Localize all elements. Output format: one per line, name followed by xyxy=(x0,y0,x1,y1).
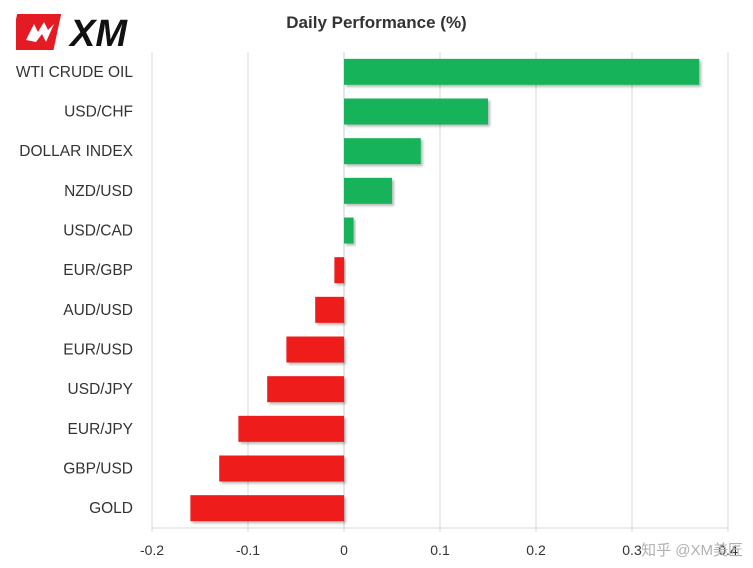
bar-dollar-index xyxy=(344,138,421,165)
gridlines xyxy=(151,52,729,532)
x-tick-label: 0 xyxy=(340,542,348,558)
category-label: USD/CHF xyxy=(64,104,133,121)
category-label: GBP/USD xyxy=(63,461,133,478)
category-label: EUR/USD xyxy=(63,342,133,359)
x-tick-label: 0.4 xyxy=(718,542,738,558)
category-label: AUD/USD xyxy=(63,302,133,319)
x-tick-label: -0.1 xyxy=(236,542,260,558)
bar-gbp-usd xyxy=(219,455,344,482)
category-label: USD/CAD xyxy=(63,223,133,240)
category-label: EUR/GBP xyxy=(63,262,133,279)
x-tick-label: 0.2 xyxy=(526,542,546,558)
category-label: EUR/JPY xyxy=(68,421,133,438)
bar-nzd-usd xyxy=(344,177,392,204)
category-label: DOLLAR INDEX xyxy=(19,143,133,160)
bar-wti-crude-oil xyxy=(344,58,700,85)
logo-text: XM xyxy=(68,13,128,54)
bar-usd-cad xyxy=(344,217,354,244)
bar-usd-chf xyxy=(344,98,488,125)
category-label: GOLD xyxy=(89,500,133,517)
bar-gold xyxy=(190,495,344,522)
category-label: NZD/USD xyxy=(64,183,133,200)
bars xyxy=(190,58,700,522)
x-tick-label: 0.1 xyxy=(430,542,450,558)
bar-usd-jpy xyxy=(267,376,344,403)
bar-eur-gbp xyxy=(334,257,344,284)
x-tick-labels: -0.2 -0.1 0 0.1 0.2 0.3 0.4 xyxy=(140,542,738,558)
bar-aud-usd xyxy=(315,296,344,323)
bar-eur-jpy xyxy=(238,415,344,442)
x-tick-label: -0.2 xyxy=(140,542,164,558)
bar-eur-usd xyxy=(286,336,344,363)
watermark: 知乎 @XM美匠 xyxy=(641,542,743,559)
chart-title: Daily Performance (%) xyxy=(286,13,467,32)
category-labels: WTI CRUDE OIL USD/CHF DOLLAR INDEX NZD/USD U… xyxy=(16,64,134,517)
xm-logo: XM xyxy=(16,13,128,54)
category-label: USD/JPY xyxy=(68,381,133,398)
x-tick-label: 0.3 xyxy=(622,542,642,558)
category-label: WTI CRUDE OIL xyxy=(16,64,133,81)
